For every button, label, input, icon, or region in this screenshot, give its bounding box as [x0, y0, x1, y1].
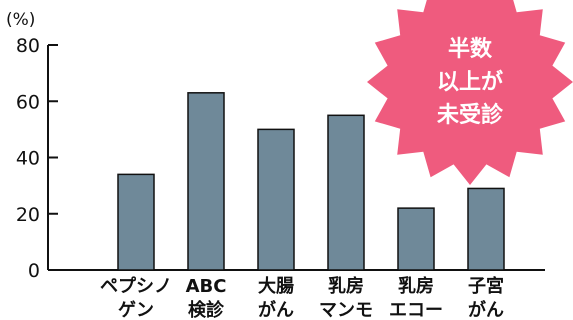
y-tick-label: 80 — [16, 35, 40, 57]
x-category-label: マンモ — [319, 300, 373, 320]
badge-text-line: 以上が — [437, 69, 503, 95]
x-category-label: 子宮 — [468, 275, 504, 297]
x-category-label: ABC — [186, 276, 227, 297]
x-category-label: 乳房 — [328, 275, 364, 297]
badge-text-line: 未受診 — [437, 102, 504, 128]
y-unit-label: (%) — [6, 10, 35, 30]
x-category-label: がん — [468, 299, 504, 320]
y-tick-label: 40 — [16, 148, 40, 170]
y-tick-label: 60 — [16, 91, 40, 113]
x-category-label: ゲン — [118, 299, 154, 320]
x-category-label: エコー — [389, 300, 443, 320]
bar-3 — [257, 128, 295, 271]
x-category-label: 大腸 — [258, 275, 294, 297]
x-category-label: 乳房 — [398, 275, 434, 297]
bar-5 — [397, 207, 435, 271]
x-category-label: 検診 — [188, 299, 225, 320]
bar-6 — [467, 187, 505, 271]
badge-text-line: 半数 — [448, 36, 493, 62]
starburst-shape — [367, 0, 573, 185]
y-tick-label: 20 — [16, 204, 40, 226]
bars — [117, 92, 505, 271]
y-ticks: 0 20 40 60 80 — [16, 35, 58, 282]
x-category-label: ペプシノ — [100, 275, 172, 297]
y-tick-label: 0 — [28, 260, 40, 282]
bar-1 — [117, 173, 155, 271]
bar-4 — [327, 114, 365, 271]
x-category-label: がん — [258, 299, 294, 320]
bar-2 — [187, 92, 225, 271]
